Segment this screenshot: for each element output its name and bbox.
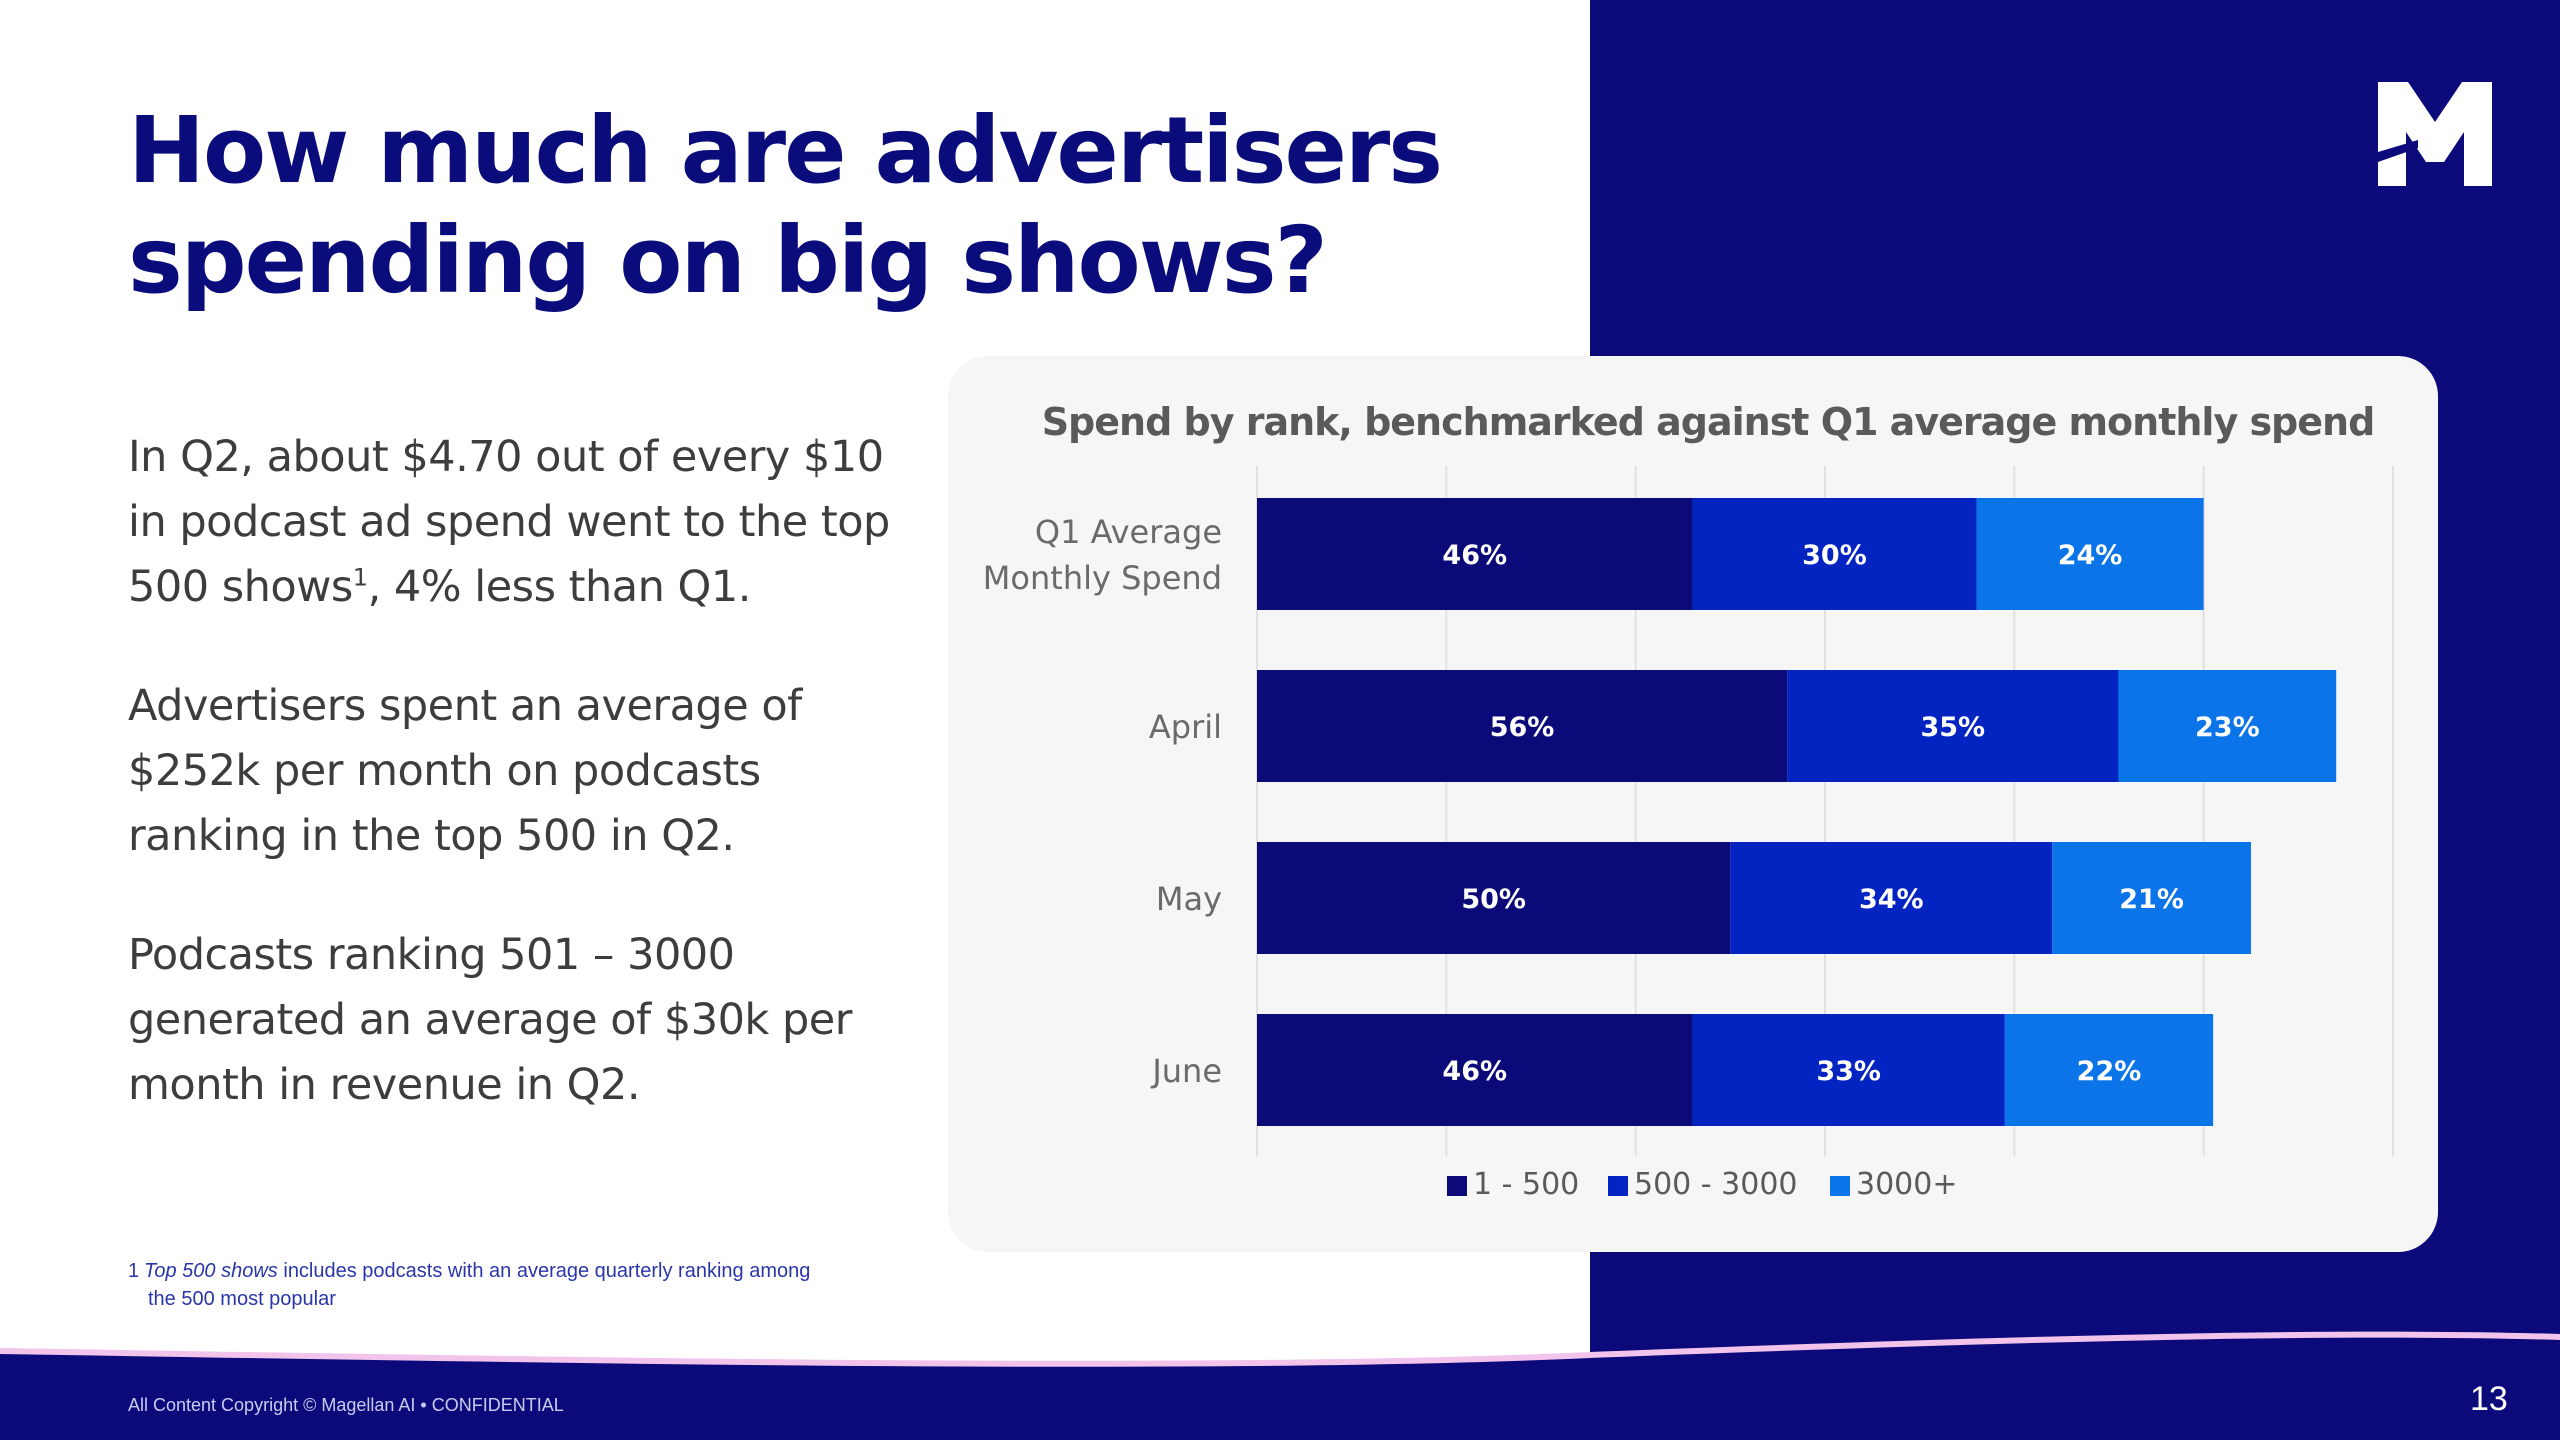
data-label: 33% xyxy=(1816,1056,1881,1087)
bar-segment xyxy=(1787,670,2119,782)
category-label: May xyxy=(1156,880,1222,918)
copyright-notice: All Content Copyright © Magellan AI • CO… xyxy=(128,1395,564,1415)
summary-paragraph-3: Podcasts ranking 501 – 3000 generated an… xyxy=(128,930,852,1110)
footnote-italic: Top 500 shows xyxy=(144,1260,278,1282)
data-label: 24% xyxy=(2058,540,2123,571)
bar-segment xyxy=(2118,670,2337,782)
legend-label: 500 - 3000 xyxy=(1634,1167,1798,1202)
footnote-text-1: includes podcasts with an average quarte… xyxy=(277,1260,811,1282)
bar-segment xyxy=(1257,1014,1693,1126)
bar-segment xyxy=(1257,842,1731,954)
legend-swatch xyxy=(1608,1176,1628,1196)
bar-segment xyxy=(1692,498,1977,610)
page-number: 13 xyxy=(2470,1380,2508,1418)
data-label: 34% xyxy=(1859,884,1924,915)
legend-label: 3000+ xyxy=(1856,1167,1957,1202)
stacked-bar-chart: Spend by rank, benchmarked against Q1 av… xyxy=(983,400,2394,1202)
page-title: How much are advertisers spending on big… xyxy=(128,96,1528,316)
category-label: Q1 Average xyxy=(1035,513,1222,551)
summary-paragraph-2: Advertisers spent an average of $252k pe… xyxy=(128,681,802,861)
bar-segment xyxy=(1692,1014,2005,1126)
legend-swatch xyxy=(1830,1176,1850,1196)
data-label: 22% xyxy=(2077,1056,2142,1087)
chart-title: Spend by rank, benchmarked against Q1 av… xyxy=(1042,400,2375,444)
paragraph-1-text: In Q2, about $4.70 out of every $10 in p… xyxy=(128,432,890,612)
title-line-1: How much are advertisers xyxy=(128,97,1443,204)
bar-segment xyxy=(2004,1014,2214,1126)
bar-segment xyxy=(1976,498,2204,610)
category-label: June xyxy=(1150,1052,1222,1090)
footnote-marker: 1 xyxy=(352,563,368,592)
paragraph-1-end: , 4% less than Q1. xyxy=(367,562,752,612)
bar-segment xyxy=(1730,842,2053,954)
magellan-logo-icon xyxy=(2378,82,2492,186)
footnote-text-2: the 500 most popular xyxy=(148,1288,336,1310)
bar-segment xyxy=(1257,670,1788,782)
legend-swatch xyxy=(1447,1176,1467,1196)
data-label: 46% xyxy=(1442,1056,1507,1087)
chart-card: Spend by rank, benchmarked against Q1 av… xyxy=(948,356,2438,1252)
data-label: 35% xyxy=(1920,712,1985,743)
title-line-2: spending on big shows? xyxy=(128,207,1328,314)
data-label: 50% xyxy=(1461,884,1526,915)
category-label: April xyxy=(1149,708,1222,746)
category-label: Monthly Spend xyxy=(983,559,1222,597)
data-label: 56% xyxy=(1490,712,1555,743)
data-label: 21% xyxy=(2119,884,2184,915)
legend-label: 1 - 500 xyxy=(1473,1167,1579,1202)
data-label: 30% xyxy=(1802,540,1867,571)
bar-segment xyxy=(1257,498,1693,610)
data-label: 46% xyxy=(1442,540,1507,571)
bar-segment xyxy=(2052,842,2251,954)
footer-wave-band xyxy=(0,1331,2560,1440)
footnote-number: 1 xyxy=(128,1260,140,1282)
footnote: 1 Top 500 shows includes podcasts with an… xyxy=(128,1257,888,1313)
data-label: 23% xyxy=(2195,712,2260,743)
summary-paragraph-1: In Q2, about $4.70 out of every $10 in p… xyxy=(128,425,928,620)
